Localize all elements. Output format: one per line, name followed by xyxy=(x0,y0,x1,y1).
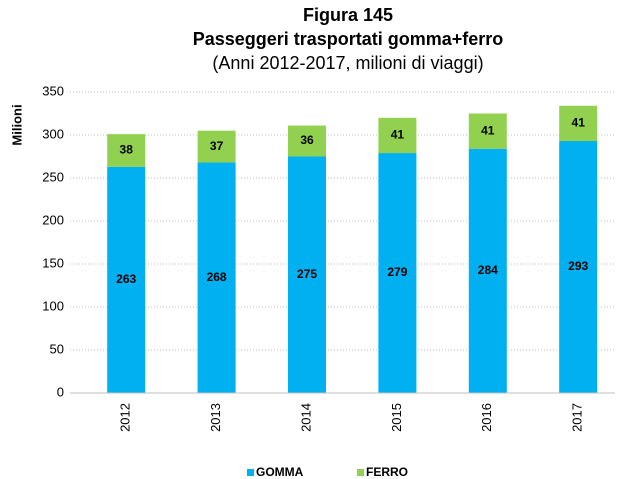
chart-title: Figura 145 xyxy=(303,5,393,25)
data-label: 41 xyxy=(391,128,405,142)
data-label: 41 xyxy=(481,123,495,137)
data-label: 284 xyxy=(478,263,498,277)
x-tick-label: 2012 xyxy=(118,403,133,432)
bar-segment xyxy=(197,130,236,163)
bar-segment xyxy=(197,162,236,393)
bar-segment xyxy=(107,166,146,393)
data-label: 268 xyxy=(207,270,227,284)
data-label: 279 xyxy=(387,265,407,279)
bar-segment xyxy=(559,141,598,393)
bar-segment xyxy=(468,113,507,149)
x-tick-label: 2013 xyxy=(208,403,223,432)
bar-segment xyxy=(288,125,326,157)
bar-segment xyxy=(107,134,146,167)
x-tick-label: 2015 xyxy=(389,403,404,432)
data-label: 275 xyxy=(297,267,317,281)
bar-segment xyxy=(559,105,598,142)
data-label: 38 xyxy=(120,143,134,157)
y-tick-label: 300 xyxy=(42,126,64,141)
legend-swatch xyxy=(247,469,254,476)
y-axis-label: Milioni xyxy=(9,104,24,145)
x-tick-label: 2016 xyxy=(479,403,494,432)
legend-swatch xyxy=(357,469,364,476)
data-label: 36 xyxy=(300,133,314,147)
x-tick-label: 2014 xyxy=(298,403,313,432)
y-tick-label: 350 xyxy=(42,83,64,98)
y-tick-label: 200 xyxy=(42,212,64,227)
legend-label: FERRO xyxy=(366,465,408,479)
data-label: 41 xyxy=(572,116,586,130)
bar-segment xyxy=(468,148,507,393)
y-tick-label: 0 xyxy=(57,384,64,399)
data-label: 37 xyxy=(210,139,224,153)
y-tick-label: 250 xyxy=(42,169,64,184)
legend-label: GOMMA xyxy=(256,465,304,479)
bar-segment xyxy=(378,117,417,154)
data-label: 293 xyxy=(568,259,588,273)
y-tick-label: 100 xyxy=(42,298,64,313)
data-label: 263 xyxy=(116,272,136,286)
chart-subtitle: Passeggeri trasportati gomma+ferro xyxy=(193,29,504,49)
x-tick-label: 2017 xyxy=(570,403,585,432)
bar-segment xyxy=(378,153,417,393)
y-tick-label: 150 xyxy=(42,255,64,270)
chart-note: (Anni 2012-2017, milioni di viaggi) xyxy=(212,53,483,73)
y-tick-label: 50 xyxy=(50,341,64,356)
bar-segment xyxy=(288,156,326,393)
